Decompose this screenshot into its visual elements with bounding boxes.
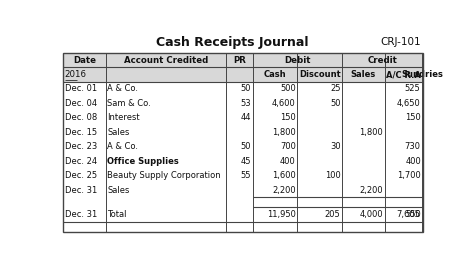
Text: 1,800: 1,800 [359, 128, 383, 137]
Text: Office Supplies: Office Supplies [108, 157, 179, 166]
Text: Dec. 15: Dec. 15 [65, 128, 97, 137]
Text: 2,200: 2,200 [360, 186, 383, 195]
Text: Sales: Sales [351, 70, 376, 79]
Text: 500: 500 [280, 84, 296, 93]
Text: 25: 25 [330, 84, 341, 93]
Text: Dec. 04: Dec. 04 [65, 99, 97, 108]
Text: 150: 150 [280, 113, 296, 122]
Text: Cash Receipts Journal: Cash Receipts Journal [155, 36, 308, 49]
Text: 1,700: 1,700 [397, 171, 420, 180]
Text: Credit: Credit [367, 55, 397, 64]
Text: 7,605: 7,605 [396, 210, 420, 219]
Text: 2,200: 2,200 [272, 186, 296, 195]
Text: 11,950: 11,950 [267, 210, 296, 219]
Text: 730: 730 [404, 142, 420, 151]
Text: 205: 205 [325, 210, 341, 219]
Text: Interest: Interest [108, 113, 140, 122]
Text: 55: 55 [241, 171, 251, 180]
Text: 1,600: 1,600 [272, 171, 296, 180]
Text: Dec. 31: Dec. 31 [65, 210, 97, 219]
Text: 525: 525 [405, 84, 420, 93]
Text: Sundries: Sundries [401, 70, 443, 79]
Bar [64, 53, 422, 67]
Text: A & Co.: A & Co. [108, 84, 138, 93]
Text: 400: 400 [280, 157, 296, 166]
Text: 4,000: 4,000 [360, 210, 383, 219]
Text: A & Co.: A & Co. [108, 142, 138, 151]
Text: Dec. 23: Dec. 23 [65, 142, 97, 151]
Text: Discount: Discount [299, 70, 341, 79]
Text: Sam & Co.: Sam & Co. [108, 99, 151, 108]
Text: Sales: Sales [108, 128, 130, 137]
Text: 550: 550 [405, 210, 421, 219]
Text: CRJ-101: CRJ-101 [381, 37, 421, 47]
Text: 53: 53 [241, 99, 251, 108]
Text: A/C R.A: A/C R.A [386, 70, 421, 79]
Text: Cash: Cash [264, 70, 286, 79]
Text: Dec. 24: Dec. 24 [65, 157, 97, 166]
Text: 45: 45 [241, 157, 251, 166]
Text: Date: Date [73, 55, 96, 64]
Bar [64, 53, 422, 232]
Text: 1,800: 1,800 [272, 128, 296, 137]
Text: 400: 400 [405, 157, 421, 166]
Text: 50: 50 [241, 84, 251, 93]
Text: Sales: Sales [108, 186, 130, 195]
Text: Dec. 31: Dec. 31 [65, 186, 97, 195]
Text: Account Credited: Account Credited [124, 55, 208, 64]
Text: Dec. 25: Dec. 25 [65, 171, 97, 180]
Text: 150: 150 [405, 113, 421, 122]
Text: Dec. 08: Dec. 08 [65, 113, 97, 122]
Bar [64, 67, 422, 82]
Text: Total: Total [108, 210, 127, 219]
Text: 700: 700 [280, 142, 296, 151]
Text: 44: 44 [241, 113, 251, 122]
Text: 30: 30 [330, 142, 341, 151]
Text: Debit: Debit [284, 55, 311, 64]
Text: 50: 50 [330, 99, 341, 108]
Text: 2016: 2016 [65, 70, 87, 79]
Text: Beauty Supply Corporation: Beauty Supply Corporation [108, 171, 221, 180]
Text: 4,650: 4,650 [397, 99, 420, 108]
Text: 100: 100 [325, 171, 341, 180]
Text: Dec. 01: Dec. 01 [65, 84, 97, 93]
Text: 50: 50 [241, 142, 251, 151]
Text: PR: PR [233, 55, 246, 64]
Text: 4,600: 4,600 [272, 99, 296, 108]
Bar [64, 53, 422, 232]
